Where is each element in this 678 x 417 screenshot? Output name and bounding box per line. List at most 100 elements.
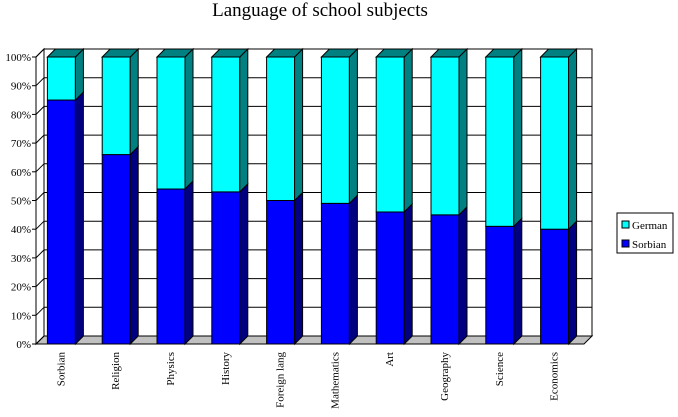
bar-group	[539, 47, 578, 346]
x-tick-label: Religion	[110, 352, 122, 390]
bar-side-german	[403, 47, 413, 214]
bar-side-german	[184, 47, 194, 191]
x-tick-label: Art	[384, 352, 396, 367]
bar-segment-german	[375, 56, 405, 213]
bar-group	[100, 47, 140, 346]
legend-swatch-sorbian	[621, 239, 630, 248]
bar-side-sorbian	[239, 182, 249, 346]
y-tick-label: 50%	[11, 196, 31, 208]
bar-segment-german	[46, 56, 76, 101]
bar-segment-sorbian	[430, 214, 460, 345]
bar-group	[155, 47, 195, 346]
bar-segment-sorbian	[211, 191, 241, 345]
bar-segment-sorbian	[320, 202, 350, 345]
bar-top	[155, 48, 195, 58]
bar-segment-sorbian	[266, 200, 296, 345]
bar-side-sorbian	[74, 90, 84, 346]
gridline-depth	[35, 77, 45, 87]
y-tick-label: 40%	[11, 224, 31, 236]
x-tick-label: Foreign lang	[275, 352, 287, 408]
bar-side-sorbian	[458, 205, 468, 346]
x-tick-label: Mathematics	[329, 352, 341, 409]
bar-top	[374, 48, 414, 58]
legend-label: German	[632, 220, 668, 232]
x-tick-label: Geography	[439, 352, 451, 401]
bar-segment-german	[320, 56, 350, 204]
bar-top	[265, 48, 304, 58]
x-tick-label: Physics	[165, 352, 177, 386]
y-tick-label: 100%	[5, 52, 31, 64]
bar-segment-sorbian	[46, 99, 76, 345]
bar-top	[539, 48, 578, 58]
gridline-depth	[35, 278, 45, 287]
bar-side-german	[568, 47, 578, 231]
legend: German Sorbian	[616, 212, 674, 254]
gridline-depth	[35, 220, 45, 230]
bars	[46, 47, 578, 346]
gridline-depth	[35, 134, 45, 144]
bar-group	[374, 47, 414, 346]
legend-swatch-german	[621, 220, 630, 229]
gridline-depth	[35, 335, 45, 345]
bar-group	[265, 47, 304, 346]
chart-title: Language of school subjects	[212, 0, 428, 21]
y-tick-label: 80%	[11, 109, 31, 121]
x-tick-label: Science	[494, 352, 506, 386]
bar-segment-german	[540, 56, 570, 230]
bar-group	[484, 47, 524, 346]
bar-side-sorbian	[568, 219, 578, 346]
y-tick-label: 60%	[11, 167, 31, 179]
y-tick-label: 30%	[11, 253, 31, 265]
gridline-depth	[35, 249, 45, 259]
x-axis-labels: Sorbian Religion Physics History Foreign lan…	[55, 352, 560, 409]
legend-label: Sorbian	[632, 239, 667, 251]
bar-side-german	[513, 47, 523, 228]
bar-side-german	[74, 47, 84, 102]
bar-segment-sorbian	[156, 188, 186, 345]
y-tick-label: 0%	[16, 339, 31, 351]
gridline-depth	[35, 106, 45, 115]
bar-segment-german	[430, 56, 460, 216]
y-tick-label: 90%	[11, 81, 31, 93]
bar-segment-german	[266, 56, 296, 201]
bar-segment-german	[101, 56, 131, 156]
bar-top	[484, 48, 524, 58]
bar-segment-german	[211, 56, 241, 193]
bar-segment-german	[485, 56, 515, 227]
gridline-depth	[35, 163, 45, 173]
bar-side-sorbian	[294, 191, 304, 346]
bar-segment-sorbian	[101, 154, 131, 345]
bar-group	[429, 47, 469, 346]
bar-top	[46, 48, 85, 58]
bar-group	[210, 47, 250, 346]
bar-group	[46, 47, 85, 346]
gridline-depth	[35, 306, 45, 316]
bar-segment-sorbian	[540, 228, 570, 345]
bar-side-german	[348, 47, 358, 205]
bar-side-sorbian	[184, 179, 194, 346]
bar-side-sorbian	[129, 145, 139, 346]
bar-group	[320, 47, 359, 346]
x-tick-label: Sorbian	[55, 352, 67, 387]
bar-side-sorbian	[348, 194, 358, 346]
bar-segment-sorbian	[485, 225, 515, 345]
bar-side-sorbian	[513, 217, 523, 346]
x-tick-label: History	[220, 352, 232, 386]
y-tick-label: 70%	[11, 138, 31, 150]
bar-segment-german	[156, 56, 186, 190]
x-tick-label: Economics	[549, 352, 561, 401]
bar-segment-sorbian	[375, 211, 405, 345]
bar-top	[320, 48, 359, 58]
bar-side-german	[294, 47, 304, 202]
y-tick-label: 20%	[11, 282, 31, 294]
bar-top	[100, 48, 140, 58]
y-axis: 0% 10% 20% 30% 40% 50% 60% 70% 80% 90% 100%	[5, 52, 37, 351]
bar-side-german	[458, 47, 468, 217]
bar-side-sorbian	[403, 202, 413, 346]
bar-top	[210, 48, 250, 58]
y-tick-label: 10%	[11, 310, 31, 322]
bar-side-german	[129, 47, 139, 156]
gridline-depth	[35, 192, 45, 201]
bar-top	[429, 48, 469, 58]
